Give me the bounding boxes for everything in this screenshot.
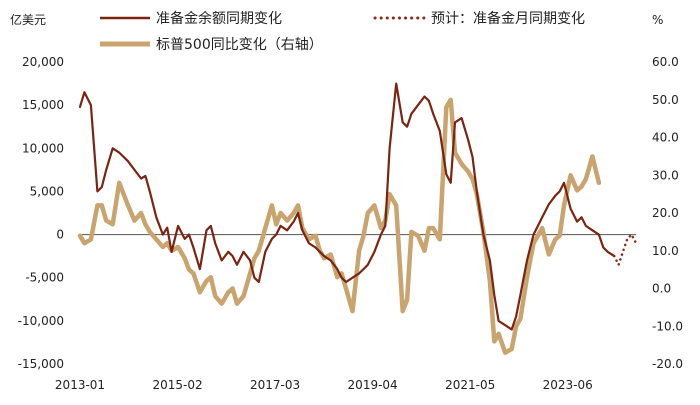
y-right-tick-label: 0.0	[652, 282, 671, 296]
y-right-tick-label: -10.0	[652, 319, 683, 333]
legend-label-sp500: 标普500同比变化（右轴）	[156, 37, 323, 53]
series-line-reserves	[78, 82, 616, 331]
x-tick-label: 2021-05	[445, 378, 495, 392]
legend-label-forecast: 预计：准备金月同期变化	[431, 10, 585, 27]
y-left-tick-label: -5,000	[25, 271, 64, 285]
y-right-tick-label: 20.0	[652, 206, 679, 220]
left-axis-unit: 亿美元	[10, 12, 46, 27]
series-line-sp500	[77, 97, 602, 355]
series-group	[77, 82, 638, 355]
x-tick-label: 2017-03	[250, 378, 300, 392]
y-right-tick-label: 50.0	[652, 93, 679, 107]
y-right-tick-label: 10.0	[652, 244, 679, 258]
y-left-tick-label: 10,000	[22, 141, 64, 155]
x-tick-label: 2013-01	[55, 378, 105, 392]
legend: 准备金余额同期变化 预计：准备金月同期变化 标普500同比变化（右轴）	[100, 10, 585, 53]
y-right-tick-label: 40.0	[652, 131, 679, 145]
x-tick-label: 2019-04	[348, 378, 398, 392]
x-tick-label: 2015-02	[152, 378, 202, 392]
series-line-forecast	[612, 233, 638, 267]
y-left-tick-label: 20,000	[22, 55, 64, 69]
right-axis-unit: %	[652, 13, 663, 27]
y-left-tick-label: -15,000	[18, 357, 64, 371]
x-tick-label: 2023-06	[543, 378, 593, 392]
y-left-tick-label: 0	[56, 228, 64, 242]
y-left-tick-label: -10,000	[18, 314, 64, 328]
y-left-tick-label: 15,000	[22, 98, 64, 112]
y-left-tick-label: 5,000	[30, 184, 64, 198]
axes: 2013-01 2015-02 2017-03 2019-04 2021-05 2023-…	[18, 55, 683, 392]
y-right-tick-label: -20.0	[652, 357, 683, 371]
legend-label-reserves: 准备金余额同期变化	[156, 10, 282, 27]
y-right-tick-label: 60.0	[652, 55, 679, 69]
y-right-tick-label: 30.0	[652, 168, 679, 182]
